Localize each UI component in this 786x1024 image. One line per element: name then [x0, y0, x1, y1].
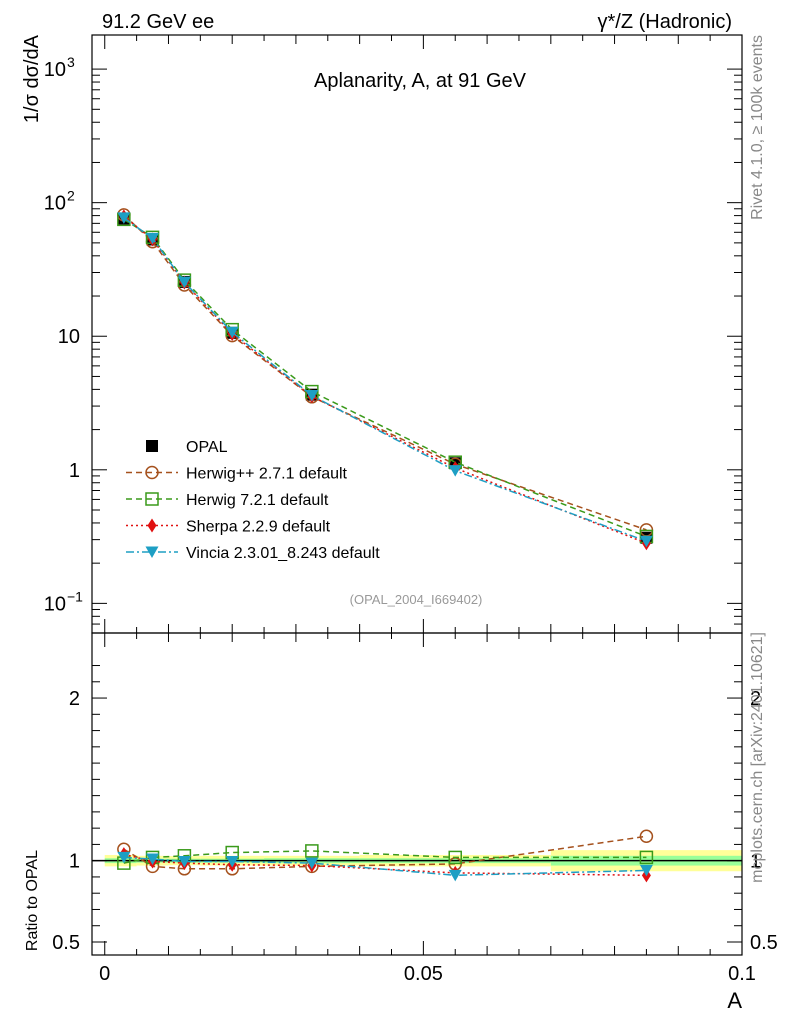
main-data-point [448, 465, 462, 477]
legend-marker [146, 440, 158, 452]
ratio-y-tick-label: 2 [69, 688, 80, 710]
main-series-line [123, 214, 647, 531]
header-left: 91.2 GeV ee [102, 11, 214, 33]
axes-frames [91, 34, 743, 956]
ratio-y-tick-label-right: 1 [750, 851, 761, 873]
y-tick-exponent: 3 [67, 54, 75, 70]
main-data-point [305, 389, 319, 402]
ratio-data-point [117, 851, 131, 864]
main-data-point [177, 276, 191, 289]
legend-label: Sherpa 2.2.9 default [186, 519, 331, 536]
ratio-series-3 [117, 851, 653, 882]
x-axis-label: A [727, 988, 742, 1013]
chart-title: Aplanarity, A, at 91 GeV [314, 70, 527, 92]
legend-marker [145, 465, 159, 480]
legend-marker [145, 546, 159, 558]
ratio-series-line [123, 850, 647, 864]
ratio-plot-frame [91, 632, 743, 956]
ratio-y-tick-label-right: 2 [750, 688, 761, 710]
main-data-point [146, 232, 160, 245]
y-axis-label: 1/σ dσ/dA [21, 34, 43, 123]
main-data-point [639, 535, 653, 548]
y-tick-exponent: −1 [67, 588, 83, 604]
ratio-data-point [639, 850, 654, 865]
y-tick-label: 10 [44, 59, 66, 81]
ratio-data-point [448, 869, 462, 882]
ratio-data-point [305, 857, 319, 870]
ratio-data-point [639, 864, 653, 877]
mcplots-reference-label: mcplots.cern.ch [arXiv:2401.10621] [749, 632, 766, 883]
legend-label: Herwig++ 2.7.1 default [186, 466, 348, 483]
header-right: γ*/Z (Hadronic) [598, 11, 732, 33]
legend-item: OPAL [146, 439, 228, 456]
ratio-y-axis-label: Ratio to OPAL [24, 850, 41, 951]
ratio-data-point [305, 844, 319, 858]
main-series-line [123, 218, 647, 538]
ratio-y-tick-label: 1 [69, 851, 80, 873]
legend-marker [147, 518, 157, 533]
y-tick-label: 10 [44, 193, 66, 215]
legend-label: Herwig 7.2.1 default [186, 492, 329, 509]
data-series [117, 208, 654, 883]
x-tick-label: 0 [99, 963, 110, 985]
legend-item: Vincia 2.3.01_8.243 default [126, 545, 380, 562]
analysis-id-label: (OPAL_2004_I669402) [350, 592, 483, 607]
legend-label: Vincia 2.3.01_8.243 default [186, 545, 380, 562]
ratio-y-tick-label: 0.5 [52, 932, 80, 954]
rivet-version-label: Rivet 4.1.0, ≥ 100k events [749, 35, 766, 220]
legend-marker [145, 492, 159, 506]
ratio-data-point [177, 855, 191, 868]
legend: OPAL Herwig++ 2.7.1 default Herwig 7.2.1 d… [126, 439, 380, 562]
ratio-data-point [448, 850, 462, 865]
x-tick-label: 0.05 [404, 963, 443, 985]
legend-label: OPAL [186, 439, 228, 456]
legend-item: Herwig 7.2.1 default [126, 492, 329, 509]
main-data-point [117, 212, 131, 224]
legend-item: Herwig++ 2.7.1 default [126, 466, 348, 483]
y-tick-label: 10 [44, 593, 66, 615]
y-tick-exponent: 2 [67, 188, 75, 204]
y-tick-label: 1 [69, 460, 80, 482]
ratio-y-tick-label-right: 0.5 [750, 932, 778, 954]
legend-item: Sherpa 2.2.9 default [126, 518, 331, 536]
ratio-data-point [639, 829, 654, 844]
main-series-1 [117, 208, 654, 537]
ratio-data-point [225, 855, 239, 868]
main-series-4 [117, 212, 653, 548]
ratio-data-point [146, 853, 160, 866]
main-data-point [225, 326, 239, 339]
x-tick-label: 0.1 [728, 963, 756, 985]
y-tick-label: 10 [58, 326, 80, 348]
